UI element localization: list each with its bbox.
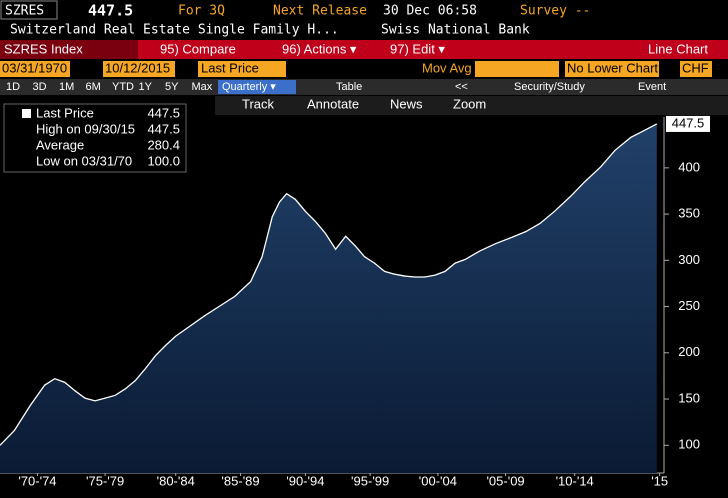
end-date[interactable]: 10/12/2015: [105, 60, 170, 75]
frequency[interactable]: Quarterly ▾: [222, 81, 276, 93]
period-button[interactable]: 1M: [59, 81, 74, 93]
lower-chart[interactable]: No Lower Chart: [567, 60, 658, 75]
table-button[interactable]: Table: [336, 81, 362, 93]
source: Swiss National Bank: [381, 23, 530, 38]
legend-label: Low on 03/31/70: [36, 153, 132, 168]
menu-bar: [0, 40, 728, 59]
period-button[interactable]: 1Y: [139, 81, 153, 93]
x-tick-label: '80-'84: [157, 473, 195, 488]
period-button[interactable]: 1D: [6, 81, 20, 93]
ticker-box: [0, 0, 58, 20]
y-tick-label: 100: [678, 437, 700, 452]
back-button[interactable]: <<: [455, 81, 468, 93]
currency-select[interactable]: [680, 61, 712, 77]
release-label: Next Release: [273, 4, 367, 19]
menu-item[interactable]: 95) Compare: [160, 41, 236, 56]
menu-item[interactable]: 97) Edit ▾: [390, 41, 445, 56]
y-tick-label: 400: [678, 159, 700, 174]
ticker: SZRES: [5, 4, 44, 19]
start-date[interactable]: 03/31/1970: [2, 60, 67, 75]
date-field[interactable]: [103, 61, 175, 77]
x-tick-label: '00-'04: [419, 473, 457, 488]
x-tick-label: '90-'94: [286, 473, 324, 488]
currency[interactable]: CHF: [682, 60, 709, 75]
overlay[interactable]: Mov Avg: [422, 60, 472, 75]
legend-swatch: [22, 109, 31, 118]
legend-label: High on 09/30/15: [36, 121, 135, 136]
overlay-field[interactable]: [475, 61, 559, 77]
period-button[interactable]: Max: [192, 81, 213, 93]
x-tick-label: '15: [651, 473, 668, 488]
chart-type[interactable]: Line Chart: [648, 41, 708, 56]
x-tick-label: '05-'09: [486, 473, 524, 488]
y-tick-label: 150: [678, 390, 700, 405]
last-price-label: 447.5: [672, 115, 705, 130]
last-price-tag: [666, 115, 710, 132]
legend-value: 280.4: [147, 137, 180, 152]
x-tick-label: '85-'89: [221, 473, 259, 488]
x-tick-label: '70-'74: [18, 473, 56, 488]
line: [0, 123, 658, 446]
field-select[interactable]: [198, 61, 286, 77]
period-button[interactable]: 5Y: [165, 81, 179, 93]
legend-value: 447.5: [147, 105, 180, 120]
security[interactable]: SZRES Index: [4, 41, 83, 56]
tool[interactable]: Zoom: [453, 96, 486, 111]
price: 447.5: [88, 2, 133, 20]
legend-value: 100.0: [147, 153, 180, 168]
x-tick-label: '95-'99: [351, 473, 389, 488]
lower-select[interactable]: [565, 61, 659, 77]
tools-bar: [215, 96, 728, 115]
tool[interactable]: Track: [242, 96, 275, 111]
security-name: Switzerland Real Estate Single Family H.…: [10, 23, 339, 38]
menu-item[interactable]: 96) Actions ▾: [282, 41, 357, 56]
period-button[interactable]: 6M: [86, 81, 101, 93]
date-field[interactable]: [0, 61, 70, 77]
legend-label: Last Price: [36, 105, 94, 120]
area: [0, 123, 657, 474]
x-tick-label: '10-'14: [556, 473, 594, 488]
period-button[interactable]: YTD: [112, 81, 134, 93]
y-tick-label: 200: [678, 344, 700, 359]
legend-label: Average: [36, 137, 84, 152]
event-button[interactable]: Event: [638, 81, 666, 93]
survey: Survey --: [520, 4, 590, 19]
frequency-button[interactable]: [218, 80, 296, 94]
field[interactable]: Last Price: [201, 60, 259, 75]
security-field[interactable]: [0, 40, 138, 59]
period-button[interactable]: 3D: [33, 81, 47, 93]
legend: [3, 103, 187, 173]
legend-value: 447.5: [147, 121, 180, 136]
study-button[interactable]: Security/Study: [514, 81, 585, 93]
y-tick-label: 350: [678, 206, 700, 221]
release-time: 30 Dec 06:58: [383, 4, 477, 19]
x-tick-label: '75-'79: [86, 473, 124, 488]
y-tick-label: 300: [678, 252, 700, 267]
tool[interactable]: Annotate: [307, 96, 359, 111]
toolbar: [0, 79, 728, 95]
period: For 3Q: [178, 4, 225, 19]
y-tick-label: 250: [678, 298, 700, 313]
tool[interactable]: News: [390, 96, 423, 111]
